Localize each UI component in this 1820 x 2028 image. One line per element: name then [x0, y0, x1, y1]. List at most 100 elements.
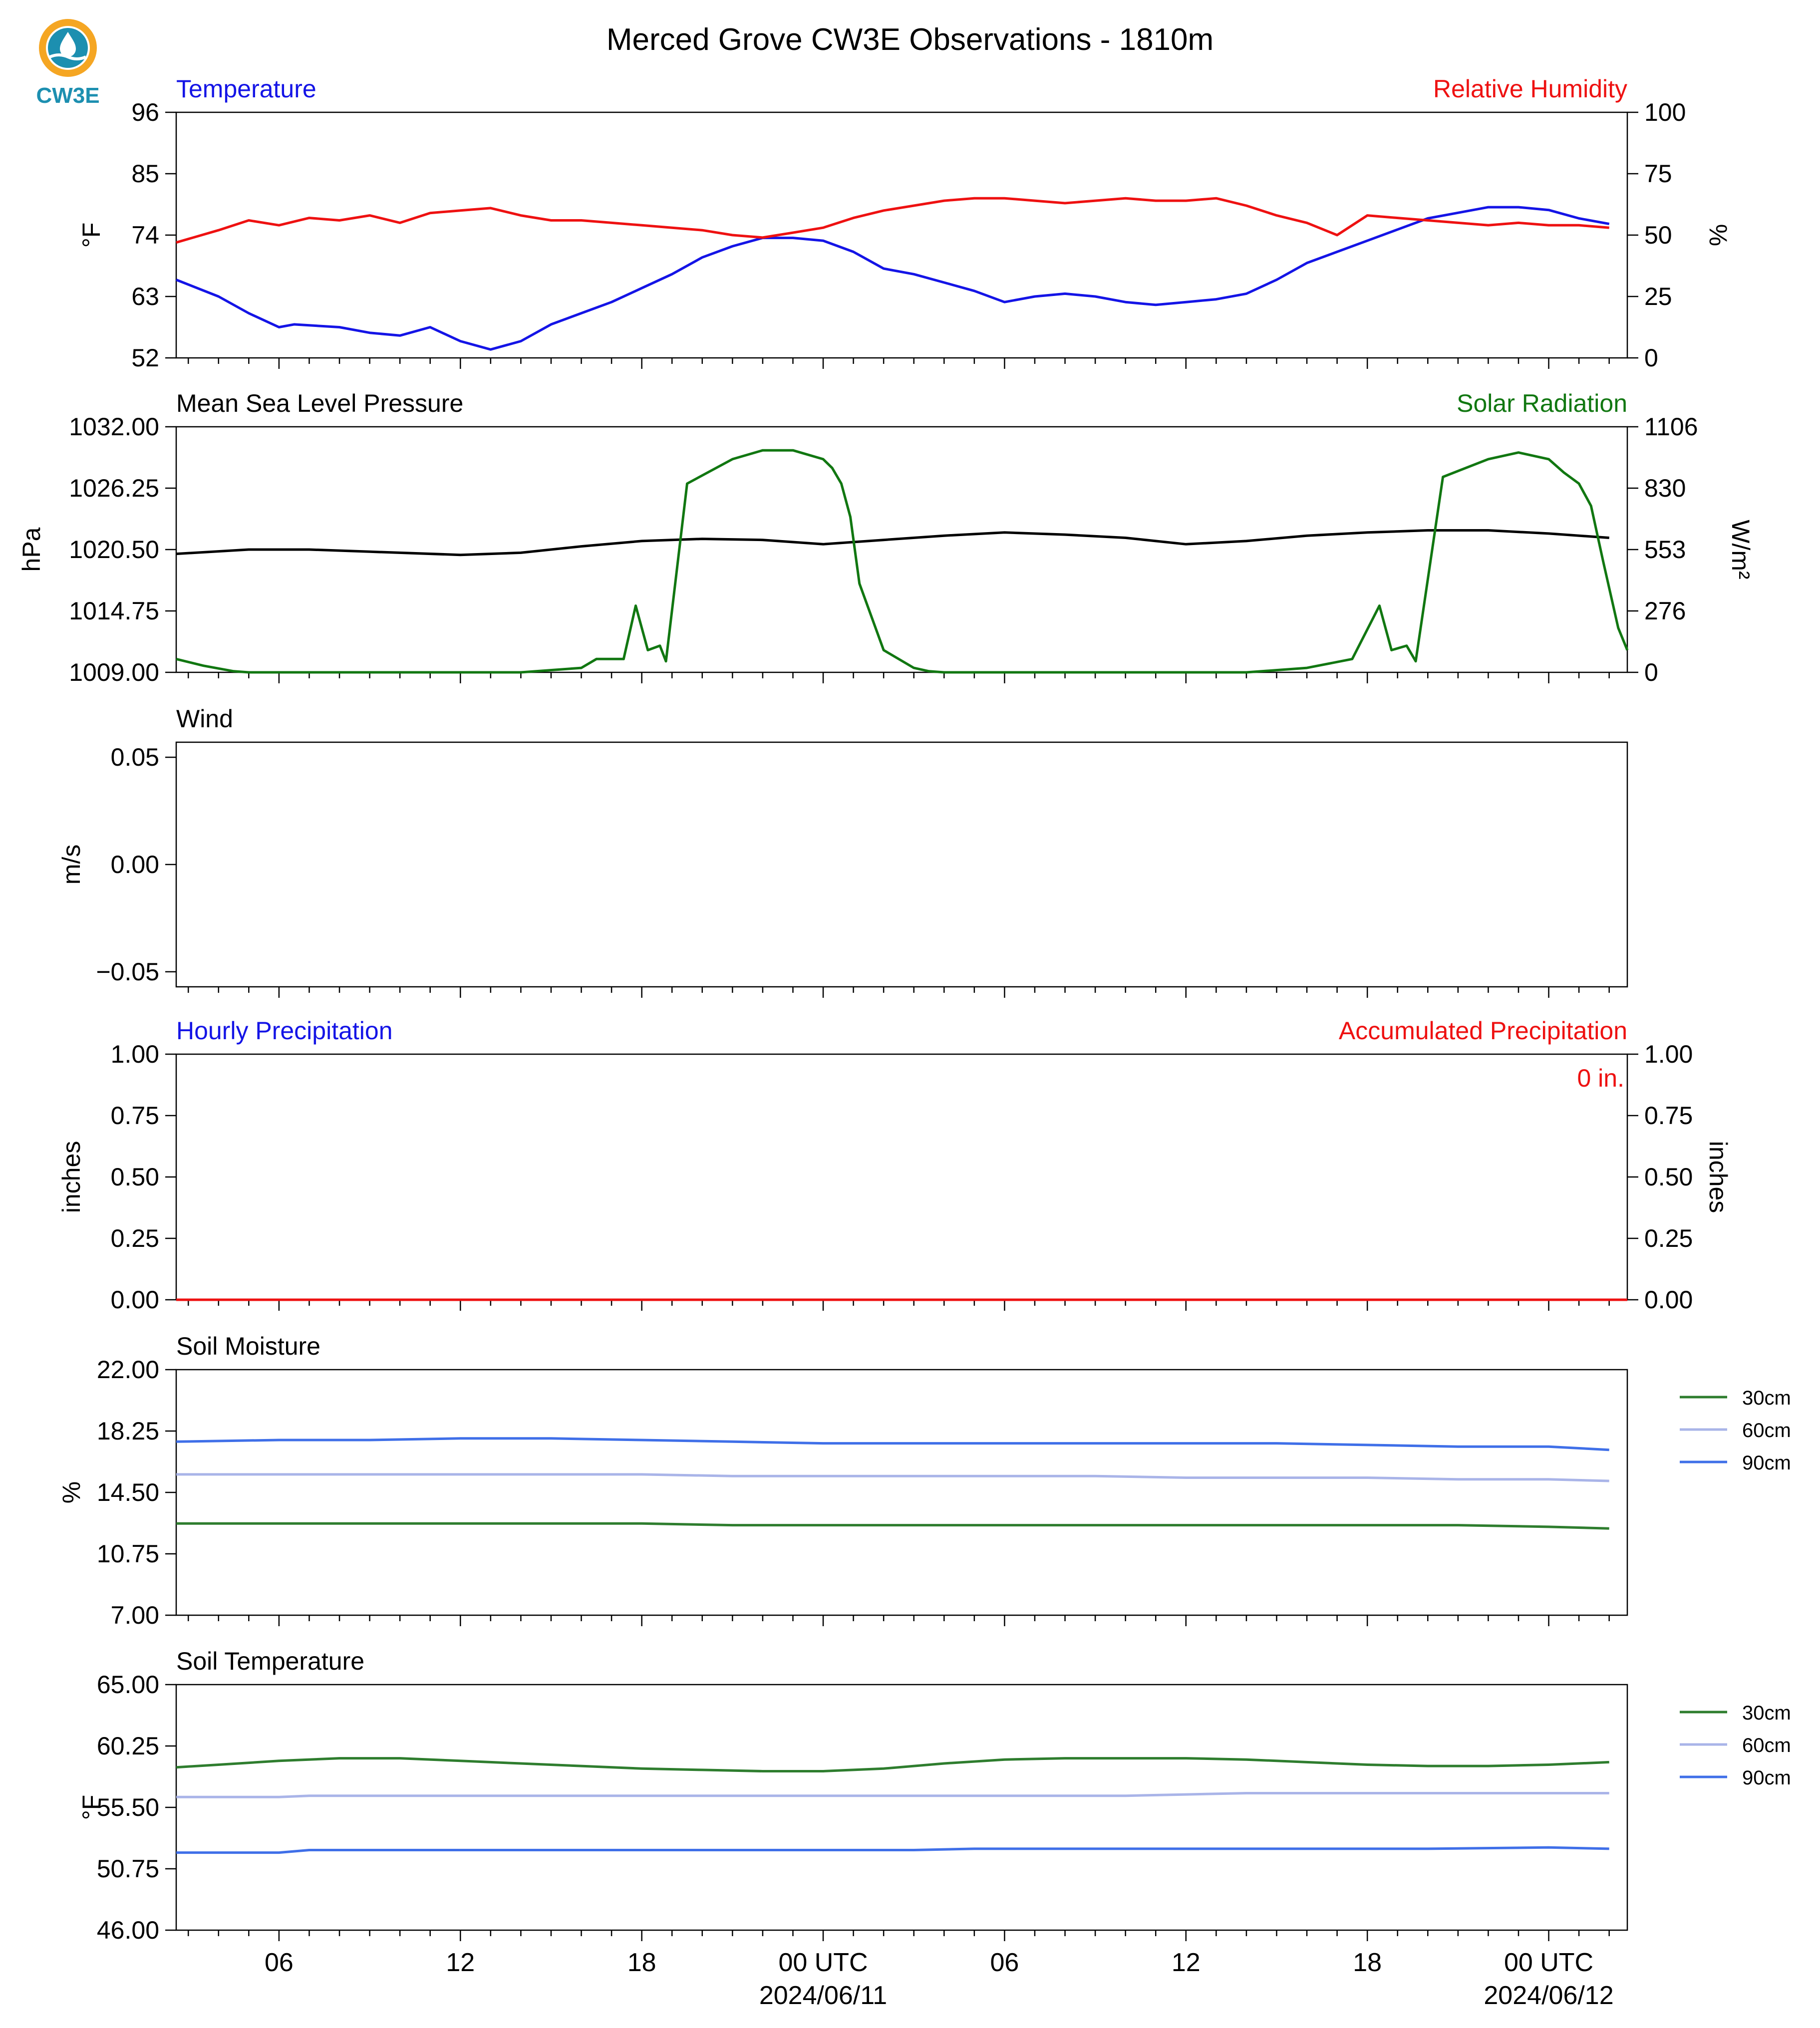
x-tick-label: 18	[627, 1948, 656, 1977]
panel-title-left: Hourly Precipitation	[176, 1017, 393, 1045]
panel-title-left: Soil Moisture	[176, 1332, 320, 1360]
y-right-tick-label: 0	[1644, 344, 1658, 372]
y-left-tick-label: 74	[131, 221, 159, 249]
y-right-tick-label: 25	[1644, 283, 1672, 310]
panel-frame	[175, 741, 1628, 988]
x-tick-label: 06	[265, 1948, 294, 1977]
y-left-tick-label: 46.00	[97, 1916, 159, 1944]
y-right-axis-label: W/m²	[1727, 520, 1755, 579]
y-left-tick-label: 10.75	[97, 1540, 159, 1568]
y-left-tick-label: 55.50	[97, 1793, 159, 1821]
panel-title-left: Temperature	[176, 75, 316, 103]
y-left-tick-label: 0.50	[111, 1163, 159, 1191]
panel-frame	[175, 111, 1628, 359]
logo-text: CW3E	[36, 83, 99, 108]
cw3e-logo: CW3E	[24, 14, 124, 109]
y-right-tick-label: 0.75	[1644, 1102, 1693, 1130]
series-line-solar-radiation	[176, 449, 1629, 674]
series-line-90cm	[176, 1846, 1609, 1854]
y-left-tick-label: 96	[131, 98, 159, 126]
series-line-relative-humidity	[176, 197, 1609, 244]
y-right-tick-label: 276	[1644, 597, 1686, 625]
x-tick-label: 12	[1172, 1948, 1201, 1977]
panel-title-right: Relative Humidity	[1433, 75, 1627, 103]
y-left-tick-label: 0.75	[111, 1102, 159, 1130]
y-left-tick-label: 1.00	[111, 1040, 159, 1068]
figure-title: Merced Grove CW3E Observations - 1810m	[607, 22, 1213, 57]
legend-label: 30cm	[1742, 1387, 1791, 1409]
y-right-tick-label: 0.50	[1644, 1163, 1693, 1191]
x-tick-date-label: 2024/06/11	[759, 1981, 887, 2010]
series-line-30cm	[176, 1757, 1609, 1772]
y-right-tick-label: 0.25	[1644, 1224, 1693, 1252]
panel-title-right: Accumulated Precipitation	[1339, 1017, 1627, 1045]
y-left-tick-label: 0.05	[111, 743, 159, 771]
y-right-tick-label: 0.00	[1644, 1286, 1693, 1314]
y-left-axis-label: °F	[77, 223, 105, 248]
panel-title-left: Soil Temperature	[176, 1647, 364, 1675]
y-left-tick-label: 14.50	[97, 1478, 159, 1506]
y-left-tick-label: 52	[131, 344, 159, 372]
x-tick-label: 12	[446, 1948, 475, 1977]
y-right-tick-label: 100	[1644, 98, 1686, 126]
series-line-60cm	[176, 1473, 1609, 1482]
y-left-axis-label: m/s	[57, 845, 85, 885]
legend-label: 90cm	[1742, 1452, 1791, 1474]
y-left-tick-label: −0.05	[96, 958, 159, 986]
y-left-tick-label: 63	[131, 283, 159, 310]
panel-frame	[175, 1053, 1628, 1301]
panel-0	[165, 111, 1638, 369]
series-line-30cm	[176, 1522, 1609, 1530]
y-left-tick-label: 0.00	[111, 1286, 159, 1314]
y-left-tick-label: 50.75	[97, 1855, 159, 1883]
y-left-tick-label: 65.00	[97, 1671, 159, 1699]
y-left-axis-label: hPa	[17, 527, 45, 572]
y-left-tick-label: 1020.50	[69, 536, 159, 564]
series-line-90cm	[176, 1437, 1609, 1451]
y-left-tick-label: 22.00	[97, 1356, 159, 1384]
y-left-tick-label: 18.25	[97, 1417, 159, 1445]
legend-label: 30cm	[1742, 1702, 1791, 1724]
y-right-tick-label: 830	[1644, 474, 1686, 502]
y-right-tick-label: 1.00	[1644, 1040, 1693, 1068]
y-left-axis-label: °F	[77, 1795, 105, 1820]
x-tick-label: 00 UTC	[1504, 1948, 1593, 1977]
y-left-tick-label: 0.00	[111, 851, 159, 878]
logo-drop-icon	[60, 32, 76, 57]
x-tick-label: 06	[990, 1948, 1019, 1977]
y-left-tick-label: 0.25	[111, 1224, 159, 1252]
series-line-60cm	[176, 1792, 1609, 1798]
y-right-tick-label: 553	[1644, 536, 1686, 564]
x-tick-label: 00 UTC	[778, 1948, 868, 1977]
y-left-tick-label: 1032.00	[69, 413, 159, 441]
legend-label: 90cm	[1742, 1767, 1791, 1789]
y-left-tick-label: 1014.75	[69, 597, 159, 625]
y-left-axis-label: %	[57, 1481, 85, 1503]
legend-label: 60cm	[1742, 1735, 1791, 1756]
legend-label: 60cm	[1742, 1420, 1791, 1442]
panel-frame	[175, 1684, 1628, 1931]
panel-frame	[175, 1369, 1628, 1616]
accumulated-total-label: 0 in.	[1577, 1064, 1624, 1092]
panel-title-right: Solar Radiation	[1457, 389, 1627, 417]
x-tick-date-label: 2024/06/12	[1484, 1981, 1613, 2010]
panel-title-left: Wind	[176, 705, 233, 733]
panel-2	[165, 741, 1628, 998]
series-line-mean-sea-level-pressure	[176, 529, 1609, 557]
panel-3	[165, 1053, 1638, 1311]
y-left-axis-label: inches	[57, 1141, 85, 1213]
y-right-tick-label: 75	[1644, 160, 1672, 188]
y-right-tick-label: 0	[1644, 658, 1658, 686]
panel-1	[165, 426, 1638, 683]
y-right-axis-label: %	[1704, 224, 1732, 246]
y-left-tick-label: 1009.00	[69, 658, 159, 686]
panel-5	[165, 1684, 1727, 1941]
y-left-tick-label: 7.00	[111, 1601, 159, 1629]
x-tick-label: 18	[1353, 1948, 1382, 1977]
series-line-temperature	[176, 206, 1610, 351]
y-left-tick-label: 85	[131, 160, 159, 188]
y-left-tick-label: 1026.25	[69, 474, 159, 502]
y-right-tick-label: 1106	[1644, 413, 1698, 441]
panel-frame	[175, 426, 1628, 673]
